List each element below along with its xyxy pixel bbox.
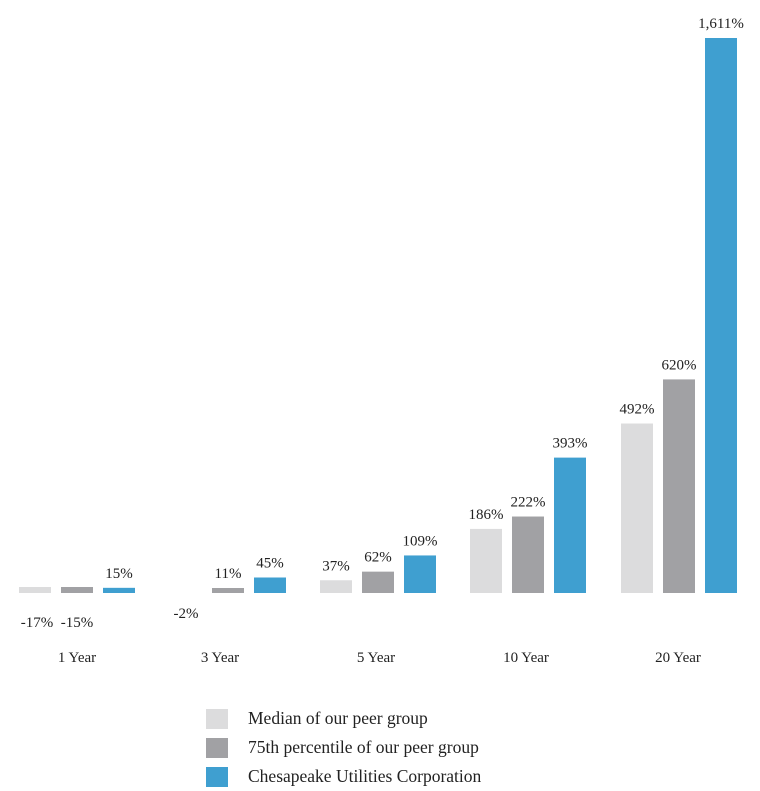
- category-label: 10 Year: [503, 650, 549, 666]
- legend-swatch-75th-percentile: [206, 737, 228, 758]
- bar-75th-percentile: [663, 379, 695, 593]
- bar-75th-percentile: [362, 571, 394, 593]
- bar-chesapeake: [554, 457, 586, 593]
- category-label: 1 Year: [58, 650, 96, 666]
- data-label: 1,611%: [698, 16, 744, 32]
- bar-median: [19, 587, 51, 593]
- data-label: 15%: [105, 566, 133, 582]
- legend-label-median: Median of our peer group: [248, 708, 428, 728]
- legend-swatch-median: [206, 708, 228, 729]
- data-label: -2%: [174, 606, 199, 622]
- data-label: 620%: [662, 357, 697, 373]
- data-label: 45%: [256, 555, 284, 571]
- data-label: 62%: [364, 550, 392, 566]
- bar-chesapeake: [404, 555, 436, 593]
- data-label: 11%: [215, 566, 242, 582]
- legend-item-chesapeake: Chesapeake Utilities Corporation: [206, 762, 481, 791]
- legend-item-median: Median of our peer group: [206, 704, 481, 733]
- bar-chesapeake: [103, 587, 135, 593]
- data-label: 492%: [620, 402, 655, 418]
- data-label: 109%: [403, 533, 438, 549]
- legend-item-75th-percentile: 75th percentile of our peer group: [206, 733, 481, 762]
- bar-chesapeake: [705, 38, 737, 593]
- legend-swatch-chesapeake: [206, 766, 228, 787]
- category-label: 20 Year: [655, 650, 701, 666]
- bar-75th-percentile: [512, 516, 544, 593]
- bar-median: [470, 528, 502, 593]
- bar-chesapeake: [254, 577, 286, 593]
- data-label: 37%: [322, 558, 350, 574]
- legend-label-75th-percentile: 75th percentile of our peer group: [248, 737, 479, 757]
- legend: Median of our peer group 75th percentile…: [206, 704, 481, 791]
- bar-75th-percentile: [212, 588, 244, 593]
- category-label: 3 Year: [201, 650, 239, 666]
- chart-plot: 1 Year -17% -15% 15% 3 Year -2% 11% 45% 5 Year 37…: [19, 16, 744, 666]
- data-label: 393%: [553, 436, 588, 452]
- data-label: -17%: [21, 615, 54, 631]
- bar-75th-percentile: [61, 587, 93, 593]
- data-label: 222%: [511, 495, 546, 511]
- data-label: -15%: [61, 615, 94, 631]
- bar-median: [320, 580, 352, 593]
- category-label: 5 Year: [357, 650, 395, 666]
- bar-median: [621, 423, 653, 593]
- legend-label-chesapeake: Chesapeake Utilities Corporation: [248, 766, 482, 786]
- data-label: 186%: [469, 507, 504, 523]
